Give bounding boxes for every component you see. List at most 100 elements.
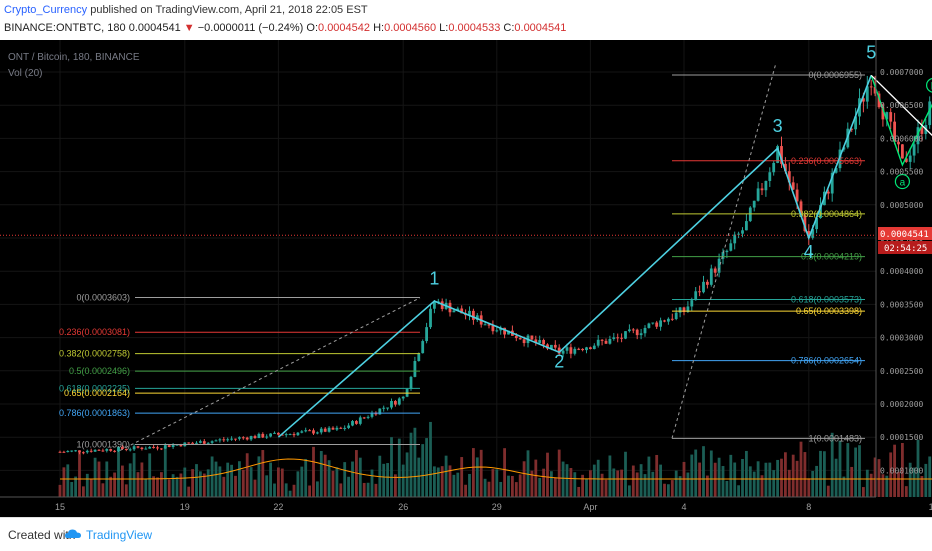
candle-body <box>698 291 701 293</box>
volume-bar <box>152 476 155 497</box>
candle-body <box>854 116 857 130</box>
x-tick-label: 22 <box>273 502 283 512</box>
candle-body <box>475 315 479 320</box>
legend-volume: Vol (20) <box>8 68 42 79</box>
volume-bar <box>171 474 175 497</box>
volume-bar <box>241 469 245 497</box>
candle-body <box>230 438 233 440</box>
candle-body <box>787 171 791 183</box>
candle-body <box>850 128 854 130</box>
chart-area[interactable]: 0(0.0003603) 0.236(0.0003081) 0.382(0.0002… <box>0 40 932 517</box>
volume-bar <box>374 483 378 497</box>
publish-line: Crypto_Currency published on TradingView… <box>4 4 368 16</box>
volume-bar <box>667 484 670 497</box>
candle-body <box>245 437 249 440</box>
volume-bar <box>226 462 230 497</box>
volume-bar <box>179 473 183 497</box>
volume-bar <box>842 476 846 497</box>
candle-body <box>522 339 526 344</box>
volume-bar <box>265 475 269 497</box>
candle-body <box>234 438 237 440</box>
volume-bar <box>897 471 900 497</box>
countdown-text: 02:54:25 <box>884 244 927 254</box>
candle-body <box>670 318 674 320</box>
fib-left-label: 0.382(0.0002758) <box>59 349 130 359</box>
candle-body <box>721 252 725 259</box>
candle-body <box>199 441 202 443</box>
candle-body <box>553 344 557 348</box>
fib-left-label: 1(0.0001390) <box>76 440 130 450</box>
candle-body <box>296 432 300 436</box>
volume-bar <box>417 457 421 497</box>
candle-body <box>175 444 179 446</box>
tradingview-link[interactable]: TradingView <box>86 528 153 542</box>
candle-body <box>729 243 733 251</box>
candle-body <box>210 441 214 443</box>
candle-body <box>643 327 647 334</box>
candle-body <box>148 446 152 449</box>
fib-right-label: 0.236(0.0005663) <box>791 156 862 166</box>
volume-bar <box>429 421 432 497</box>
candle-body <box>901 144 904 159</box>
candle-body <box>538 340 542 343</box>
candle-body <box>596 339 600 346</box>
wave-label: 4 <box>804 242 814 262</box>
volume-bar <box>620 469 623 497</box>
candle-body <box>109 449 113 451</box>
candle-body <box>608 338 612 344</box>
fib-right-label: 0.5(0.0004219) <box>801 252 862 262</box>
volume-bar <box>608 455 612 497</box>
candle-body <box>631 329 635 331</box>
candle-body <box>89 450 93 452</box>
footer: Created with TradingView <box>0 517 932 551</box>
fib-right-label: 1(0.0001483) <box>808 433 862 443</box>
volume-bar <box>253 479 257 497</box>
candle-body <box>904 158 908 162</box>
volume-bar <box>764 462 768 497</box>
volume-bar <box>826 485 830 497</box>
fib-left-trend <box>119 297 421 451</box>
countdown-tag <box>878 241 932 254</box>
volume-bar <box>245 453 249 497</box>
volume-bar <box>452 474 456 497</box>
volume-bar <box>573 472 577 497</box>
volume-bar <box>261 450 265 497</box>
volume-bar <box>534 459 538 497</box>
volume-bar <box>538 477 542 497</box>
volume-bar <box>854 447 857 497</box>
volume-bar <box>312 446 315 497</box>
volume-bar <box>846 443 850 497</box>
candle-body <box>191 442 194 444</box>
candle-body <box>218 439 222 441</box>
y-tick-label: 0.0001000 <box>880 466 924 475</box>
candle-body <box>659 320 662 327</box>
volume-bar <box>780 458 783 497</box>
volume-bar <box>522 461 526 497</box>
volume-bar <box>643 474 647 497</box>
candle-body <box>323 428 327 432</box>
price-chart[interactable]: 0(0.0003603) 0.236(0.0003081) 0.382(0.0002… <box>0 40 932 517</box>
candle-body <box>784 163 787 172</box>
volume-bar <box>628 485 631 497</box>
last-value: 0.0004541 <box>128 22 181 34</box>
volume-bar <box>339 483 343 497</box>
volume-bar <box>838 440 842 497</box>
candle-body <box>889 112 893 122</box>
candle-body <box>280 434 284 436</box>
candle-body <box>335 427 339 430</box>
y-tick-label: 0.0006000 <box>880 134 924 143</box>
candle-body <box>312 430 315 434</box>
volume-bar <box>561 461 565 497</box>
volume-bar <box>460 457 464 497</box>
candle-body <box>132 446 136 450</box>
volume-bar <box>433 466 436 497</box>
volume-bar <box>386 463 389 497</box>
author-link[interactable]: Crypto_Currency <box>4 4 88 16</box>
volume-bar <box>362 482 366 497</box>
volume-bar <box>109 476 113 497</box>
volume-bar <box>117 449 120 497</box>
volume-bar <box>916 439 920 497</box>
volume-bar <box>663 483 666 497</box>
volume-bar <box>93 457 97 497</box>
candle-body <box>752 200 756 208</box>
